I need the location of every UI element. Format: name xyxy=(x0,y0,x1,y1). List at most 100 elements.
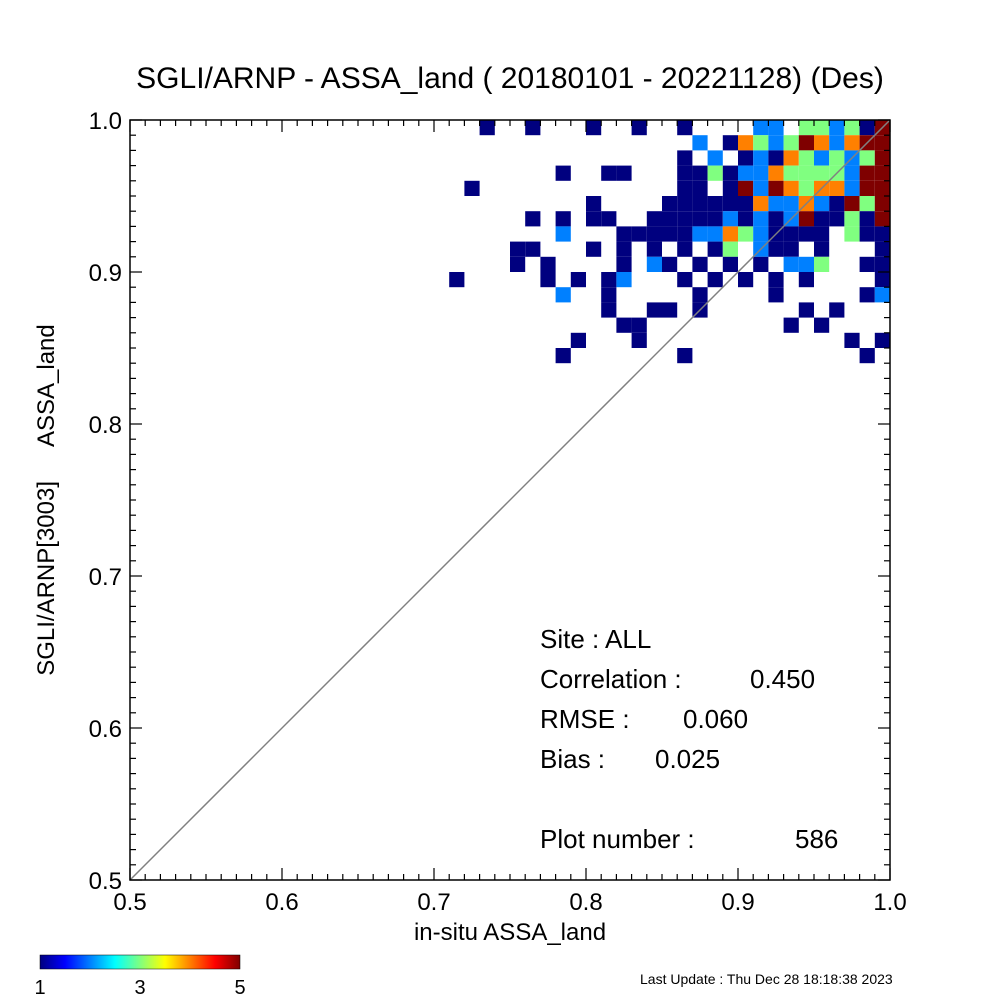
density-cell xyxy=(677,165,693,181)
y-tick-label: 1.0 xyxy=(89,108,122,135)
density-cell xyxy=(844,332,860,348)
density-cell xyxy=(768,241,784,257)
y-tick-label: 0.9 xyxy=(89,260,122,287)
density-cell xyxy=(525,211,541,227)
density-cell xyxy=(722,135,738,151)
x-tick-label: 0.9 xyxy=(721,889,754,916)
density-cell xyxy=(874,241,890,257)
colorbar-label-max: 5 xyxy=(234,977,245,999)
density-cell xyxy=(874,256,890,272)
density-cell xyxy=(555,287,571,303)
chart-title: SGLI/ARNP - ASSA_land ( 20180101 - 20221… xyxy=(136,62,884,95)
density-cell xyxy=(753,120,769,136)
density-cell xyxy=(814,165,830,181)
density-cell xyxy=(798,135,814,151)
density-cell xyxy=(753,256,769,272)
density-cell xyxy=(859,348,875,364)
stats-rmse-value: 0.060 xyxy=(683,704,748,734)
stats-rmse-label: RMSE : xyxy=(540,704,630,734)
x-tick-label: 0.5 xyxy=(113,889,146,916)
stats-bias-label: Bias : xyxy=(540,744,605,774)
density-cell xyxy=(677,150,693,166)
density-cell xyxy=(844,211,860,227)
density-cell xyxy=(586,120,602,136)
density-cell xyxy=(768,272,784,288)
density-cell xyxy=(859,165,875,181)
density-cell xyxy=(677,180,693,196)
density-cell xyxy=(631,120,647,136)
density-cell xyxy=(631,226,647,242)
density-cell xyxy=(783,256,799,272)
density-cell xyxy=(692,165,708,181)
density-cell xyxy=(616,241,632,257)
x-tick-label: 0.8 xyxy=(569,889,602,916)
density-cell xyxy=(783,196,799,212)
density-cell xyxy=(616,226,632,242)
density-cell xyxy=(722,165,738,181)
density-cell xyxy=(798,150,814,166)
y-tick-label: 0.7 xyxy=(89,564,122,591)
axis-tick-labels: 0.5 0.6 0.7 0.8 0.9 1.0 0.5 0.6 0.7 0.8 0.9 1.0 xyxy=(89,108,907,916)
density-cell xyxy=(662,256,678,272)
density-cell xyxy=(783,135,799,151)
density-cell xyxy=(798,256,814,272)
colorbar-label-min: 1 xyxy=(34,977,45,999)
density-cell xyxy=(586,196,602,212)
density-cell xyxy=(677,272,693,288)
stats-correlation-value: 0.450 xyxy=(750,664,815,694)
density-cell xyxy=(525,120,541,136)
y-axis-label-variable: ASSA_land xyxy=(33,324,60,447)
density-cell xyxy=(768,165,784,181)
density-cell xyxy=(768,211,784,227)
density-cell xyxy=(844,120,860,136)
y-axis-label: SGLI/ARNP[3003] ASSA_land xyxy=(33,324,60,676)
density-cell xyxy=(646,211,662,227)
density-cell xyxy=(738,135,754,151)
density-cell xyxy=(722,211,738,227)
density-cell xyxy=(859,150,875,166)
density-cell xyxy=(798,120,814,136)
density-cell xyxy=(662,211,678,227)
density-cell xyxy=(814,241,830,257)
density-cell xyxy=(859,211,875,227)
density-cell xyxy=(798,165,814,181)
density-cell xyxy=(829,150,845,166)
density-cell xyxy=(874,135,890,151)
y-tick-label: 0.8 xyxy=(89,412,122,439)
colorbar-gradient xyxy=(39,954,241,970)
density-cell xyxy=(707,272,723,288)
density-cell xyxy=(783,180,799,196)
density-cell xyxy=(510,241,526,257)
density-cell xyxy=(707,211,723,227)
density-cell xyxy=(829,196,845,212)
density-cell xyxy=(874,180,890,196)
density-cell xyxy=(814,256,830,272)
density-cell xyxy=(783,226,799,242)
density-cell xyxy=(479,120,495,136)
density-cell xyxy=(616,317,632,333)
density-cell xyxy=(540,256,556,272)
density-cell xyxy=(692,135,708,151)
density-cell xyxy=(874,287,890,303)
stats-correlation-label: Correlation : xyxy=(540,664,682,694)
density-cell xyxy=(768,120,784,136)
density-cell xyxy=(859,256,875,272)
density-cell xyxy=(722,241,738,257)
density-cell xyxy=(586,211,602,227)
density-cell xyxy=(753,226,769,242)
density-cell xyxy=(768,287,784,303)
density-cell xyxy=(798,180,814,196)
density-cell xyxy=(692,287,708,303)
density-cell xyxy=(798,302,814,318)
density-cell xyxy=(738,165,754,181)
density-cell xyxy=(525,241,541,257)
one-to-one-line xyxy=(129,119,891,881)
density-cell xyxy=(570,272,586,288)
density-cell xyxy=(829,120,845,136)
density-cell xyxy=(738,150,754,166)
density-cell xyxy=(798,272,814,288)
density-cell xyxy=(646,256,662,272)
density-cell xyxy=(859,226,875,242)
density-cell xyxy=(814,135,830,151)
